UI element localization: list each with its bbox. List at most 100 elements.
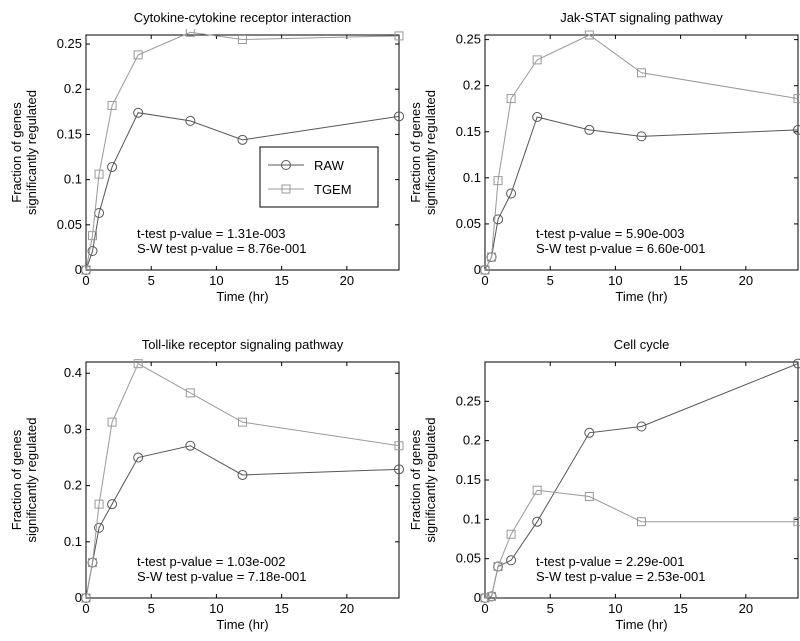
y-axis-label-line2: significantly regulated (423, 90, 438, 215)
data-point-square (793, 517, 800, 527)
chart-panel-4: Cell cycle 0 5 10 15 20 0 0.05 0.1 0.15 0.2 0.25 Tim… (408, 337, 800, 632)
data-point-circle (506, 188, 517, 199)
y-tick-label: 0.2 (64, 478, 82, 493)
data-point-square (480, 593, 490, 603)
data-point-circle (493, 214, 504, 225)
x-tick-label: 0 (481, 273, 488, 288)
data-point-square (394, 441, 404, 451)
data-point-square (81, 593, 91, 603)
data-point-circle (532, 516, 543, 527)
x-tick-label: 15 (673, 601, 687, 616)
data-point-square (107, 101, 117, 110)
data-point-square (532, 485, 542, 495)
y-axis-label-line1: Fraction of genes (9, 429, 24, 530)
p-value-annotation: t-test p-value = 2.29e-001 (536, 554, 685, 569)
data-point-circle (107, 499, 118, 510)
plot-frame (85, 361, 400, 599)
data-point-circle (133, 107, 144, 118)
x-tick-label: 15 (274, 273, 288, 288)
data-point-square (94, 169, 104, 179)
data-point-square (487, 252, 497, 262)
series-line (85, 112, 400, 271)
y-axis-label-line1: Fraction of genes (408, 429, 423, 530)
x-tick-label: 20 (739, 601, 753, 616)
p-value-annotation: S-W test p-value = 8.76e-001 (137, 241, 306, 256)
data-point-circle (185, 440, 196, 451)
y-tick-label: 0.4 (64, 365, 82, 380)
y-tick-label: 0.05 (456, 216, 481, 231)
plot-frame (484, 34, 799, 271)
data-point-circle (394, 464, 404, 475)
data-point-circle (793, 358, 800, 369)
y-tick-label: 0.15 (456, 124, 481, 139)
x-tick-label: 5 (148, 273, 155, 288)
data-point-square (107, 417, 117, 427)
plot-frame (85, 34, 400, 271)
series-line (484, 116, 799, 271)
p-value-annotation: t-test p-value = 1.03e-002 (137, 554, 286, 569)
data-point-square (88, 558, 98, 568)
y-tick-label: 0.1 (64, 172, 82, 187)
x-tick-label: 0 (481, 601, 488, 616)
series-tgem (480, 30, 800, 275)
y-tick-label: 0.25 (456, 393, 481, 408)
data-point-circle (636, 421, 647, 432)
x-tick-label: 5 (148, 601, 155, 616)
data-point-square (88, 231, 98, 241)
data-point-square (493, 562, 503, 572)
x-axis-label: Time (hr) (615, 289, 667, 304)
data-point-square (506, 94, 516, 104)
series-tgem (480, 485, 800, 603)
data-point-square (238, 35, 247, 45)
series-line (484, 34, 799, 271)
data-point-square (94, 499, 104, 509)
data-point-circle (636, 131, 647, 142)
data-point-square (506, 529, 516, 539)
y-tick-label: 0.25 (57, 36, 82, 51)
x-tick-label: 20 (340, 601, 354, 616)
p-value-annotation: t-test p-value = 1.31e-003 (137, 226, 286, 241)
data-point-circle (584, 427, 595, 438)
legend-label: TGEM (314, 182, 352, 197)
legend-box (259, 146, 379, 208)
y-tick-label: 0.15 (456, 472, 481, 487)
y-tick-label: 0.25 (456, 32, 481, 47)
y-tick-label: 0.05 (57, 217, 82, 232)
x-tick-label: 10 (608, 601, 622, 616)
chart-title: Cell cycle (614, 337, 670, 352)
series-line (85, 31, 400, 271)
data-point-square (637, 517, 646, 527)
x-tick-label: 0 (82, 601, 89, 616)
series-line (85, 362, 400, 599)
p-value-annotation: S-W test p-value = 6.60e-001 (536, 241, 705, 256)
x-axis-label: Time (hr) (216, 617, 268, 632)
data-point-square (81, 265, 91, 275)
x-tick-label: 0 (82, 273, 89, 288)
x-tick-label: 20 (340, 273, 354, 288)
x-axis-label: Time (hr) (615, 617, 667, 632)
chart-panel-3: Toll-like receptor signaling pathway 0 5 10… (9, 337, 404, 632)
data-point-circle (394, 111, 404, 122)
y-tick-label: 0.2 (463, 78, 481, 93)
data-point-square (532, 55, 542, 65)
chart-panel-1: Cytokine-cytokine receptor interaction 0 5… (9, 10, 404, 304)
data-point-circle (532, 112, 543, 123)
data-point-square (133, 359, 143, 369)
data-point-square (487, 591, 497, 601)
y-tick-label: 0.1 (463, 511, 481, 526)
p-value-annotation: S-W test p-value = 2.53e-001 (536, 569, 705, 584)
chart-title: Cytokine-cytokine receptor interaction (134, 10, 352, 25)
data-point-square (584, 492, 594, 502)
series-tgem (81, 29, 404, 275)
data-point-circle (133, 452, 144, 463)
chart-title: Jak-STAT signaling pathway (560, 10, 723, 25)
data-point-circle (793, 124, 800, 135)
x-axis-label: Time (hr) (216, 289, 268, 304)
data-point-circle (185, 115, 196, 126)
y-axis-label-line2: significantly regulated (24, 417, 39, 542)
p-value-annotation: t-test p-value = 5.90e-003 (536, 226, 685, 241)
x-tick-label: 5 (547, 601, 554, 616)
y-tick-label: 0.05 (456, 551, 481, 566)
y-axis-label-line1: Fraction of genes (9, 102, 24, 203)
